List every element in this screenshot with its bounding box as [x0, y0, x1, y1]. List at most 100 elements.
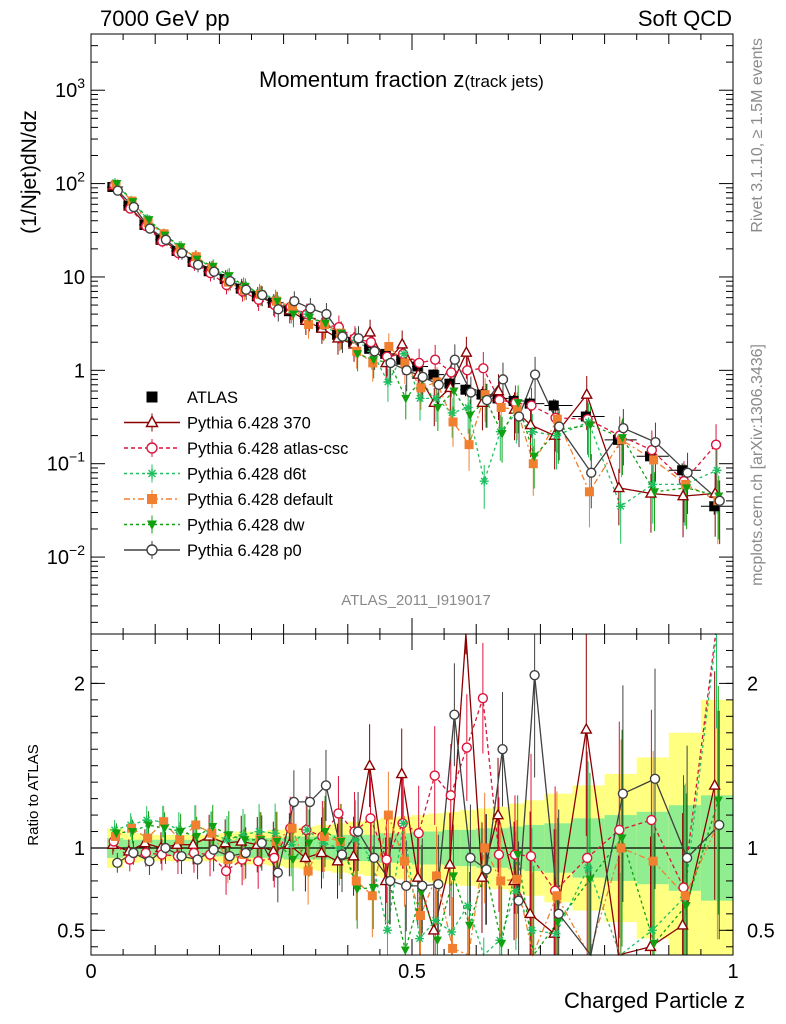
- ratio-point-pythia-6-428-d6t: [238, 830, 248, 840]
- ratio-point-pythia-6-428-atlas-csc: [445, 790, 456, 801]
- main-point-pythia-6-428-p0: [553, 421, 565, 432]
- ratio-point-pythia-6-428-default: [287, 823, 297, 833]
- ratio-point-pythia-6-428-dw: [224, 831, 234, 840]
- main-point-pythia-6-428-atlas-csc: [710, 439, 722, 450]
- main-ytick-label: 1: [74, 360, 85, 382]
- main-point-pythia-6-428-370: [396, 337, 409, 349]
- header-left: 7000 GeV pp: [100, 6, 230, 31]
- ratio-xtick-label: 0.5: [398, 961, 426, 983]
- main-point-pythia-6-428-p0: [369, 346, 380, 357]
- ratio-point-pythia-6-428-default: [175, 835, 185, 845]
- main-point-pythia-6-428-d6t: [479, 476, 489, 486]
- ratio-point-pythia-6-428-default: [552, 891, 562, 901]
- legend-marker-pythia-6-428-default: [147, 494, 157, 504]
- main-point-pythia-6-428-p0: [497, 374, 509, 385]
- ratio-point-pythia-6-428-default: [496, 876, 506, 886]
- ratio-point-pythia-6-428-d6t: [415, 934, 425, 944]
- main-point-pythia-6-428-atlas-csc: [478, 363, 489, 374]
- ratio-point-pythia-6-428-dw: [192, 832, 202, 842]
- ratio-point-pythia-6-428-p0: [304, 796, 316, 808]
- ratio-point-pythia-6-428-p0: [192, 854, 203, 865]
- main-line-pythia-6-428-default: [115, 183, 719, 502]
- main-point-pythia-6-428-370: [524, 418, 537, 430]
- main-point-pythia-6-428-d6t: [616, 501, 626, 511]
- main-point-pythia-6-428-dw: [682, 484, 692, 493]
- ratio-point-pythia-6-428-dw: [432, 936, 442, 946]
- ratio-point-pythia-6-428-p0: [553, 908, 564, 920]
- main-point-atlas: [460, 384, 471, 395]
- ratio-point-pythia-6-428-default: [303, 866, 313, 876]
- ratio-point-pythia-6-428-dw: [304, 839, 314, 849]
- ratio-xtick-label: 0: [85, 961, 96, 983]
- main-point-pythia-6-428-p0: [273, 304, 284, 315]
- main-point-pythia-6-428-p0: [224, 276, 236, 287]
- main-point-pythia-6-428-p0: [144, 223, 156, 234]
- ratio-point-pythia-6-428-atlas-csc: [678, 882, 689, 893]
- main-ytick-label: 10−1: [47, 449, 85, 476]
- ratio-point-pythia-6-428-p0: [368, 852, 380, 864]
- ratio-point-pythia-6-428-d6t: [254, 827, 264, 837]
- main-point-pythia-6-428-p0: [305, 303, 316, 314]
- ratio-point-pythia-6-428-default: [143, 833, 153, 843]
- legend-label-pythia-6-428-370: Pythia 6.428 370: [187, 415, 311, 433]
- main-y-label: (1/Njet)dN/dz: [18, 110, 41, 234]
- main-point-pythia-6-428-default: [464, 440, 474, 450]
- main-title-main: Momentum fraction z: [259, 67, 464, 92]
- ratio-ytick-label-right: 0.5: [747, 920, 775, 942]
- ratio-point-pythia-6-428-p0: [112, 857, 123, 869]
- main-point-pythia-6-428-p0: [208, 266, 220, 277]
- main-point-pythia-6-428-atlas-csc: [446, 367, 457, 378]
- ratio-point-pythia-6-428-dw: [272, 837, 282, 847]
- ratio-point-pythia-6-428-default: [159, 817, 169, 827]
- main-point-pythia-6-428-p0: [465, 387, 477, 398]
- ratio-point-pythia-6-428-default: [191, 820, 201, 830]
- main-point-pythia-6-428-d6t: [399, 349, 409, 359]
- ratio-point-pythia-6-428-p0: [617, 788, 629, 799]
- main-point-pythia-6-428-dw: [650, 488, 660, 497]
- ratio-point-pythia-6-428-p0: [681, 852, 693, 864]
- main-point-pythia-6-428-dw: [144, 216, 154, 225]
- ratio-y-label: Ratio to ATLAS: [25, 744, 42, 845]
- main-point-pythia-6-428-370: [492, 384, 505, 396]
- main-point-pythia-6-428-dw: [617, 434, 627, 443]
- main-point-pythia-6-428-default: [496, 402, 506, 412]
- ratio-point-pythia-6-428-p0: [433, 879, 444, 890]
- main-point-pythia-6-428-d6t: [527, 427, 537, 437]
- main-point-pythia-6-428-dw: [433, 403, 443, 413]
- main-point-pythia-6-428-370: [363, 325, 377, 337]
- main-point-pythia-6-428-370: [460, 345, 473, 357]
- ratio-point-pythia-6-428-atlas-csc: [252, 855, 264, 867]
- legend-label-pythia-6-428-atlas-csc: Pythia 6.428 atlas-csc: [187, 440, 348, 458]
- ratio-point-pythia-6-428-atlas-csc: [365, 813, 376, 824]
- main-point-pythia-6-428-default: [288, 302, 298, 312]
- main-title: Momentum fraction z(track jets): [259, 67, 544, 92]
- ratio-ytick-label: 0.5: [57, 920, 85, 942]
- ratio-point-pythia-6-428-d6t: [511, 886, 521, 896]
- main-point-pythia-6-428-p0: [682, 467, 693, 478]
- legend-label-pythia-6-428-dw: Pythia 6.428 dw: [187, 517, 304, 535]
- legend-label-pythia-6-428-d6t: Pythia 6.428 d6t: [187, 466, 307, 484]
- main-point-pythia-6-428-p0: [353, 333, 364, 344]
- ratio-point-pythia-6-428-d6t: [431, 915, 441, 925]
- main-point-pythia-6-428-p0: [321, 308, 332, 320]
- ratio-point-pythia-6-428-d6t: [334, 843, 344, 853]
- ratio-point-pythia-6-428-d6t: [399, 818, 409, 828]
- ratio-point-pythia-6-428-370: [331, 854, 344, 866]
- main-point-pythia-6-428-d6t: [383, 377, 393, 387]
- ratio-point-pythia-6-428-d6t: [222, 835, 232, 845]
- ratio-ytick-label: 1: [74, 838, 85, 860]
- main-point-pythia-6-428-dw: [529, 452, 539, 462]
- main-point-pythia-6-428-default: [448, 417, 458, 427]
- ratio-point-pythia-6-428-p0: [529, 669, 540, 681]
- main-point-pythia-6-428-default: [304, 319, 314, 329]
- ratio-point-pythia-6-428-370: [580, 722, 593, 734]
- x-axis-label: Charged Particle z: [564, 988, 745, 1013]
- main-point-pythia-6-428-370: [580, 387, 593, 399]
- ratio-point-pythia-6-428-dw: [553, 918, 563, 928]
- legend: ATLAS Pythia 6.428 370 Pythia 6.428 atlas-…: [124, 389, 348, 560]
- main-point-pythia-6-428-default: [416, 383, 426, 393]
- header-right: Soft QCD: [638, 6, 732, 31]
- ratio-point-pythia-6-428-dw: [368, 883, 378, 893]
